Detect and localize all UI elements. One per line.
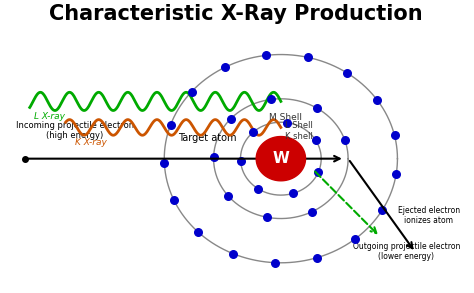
Text: K X-ray: K X-ray	[74, 138, 107, 147]
Text: M Shell: M Shell	[269, 113, 302, 122]
Point	[391, 133, 398, 138]
Point	[268, 97, 275, 102]
Text: Incoming projectile electron
(high energy): Incoming projectile electron (high energ…	[16, 121, 134, 140]
Point	[188, 89, 195, 94]
Point	[210, 154, 218, 159]
Text: W: W	[273, 151, 289, 166]
Point	[263, 215, 271, 219]
Point	[161, 161, 168, 165]
Text: Outgoing projectile electron
(lower energy): Outgoing projectile electron (lower ener…	[353, 242, 460, 261]
Point	[309, 209, 316, 214]
Point	[271, 260, 279, 265]
Point	[315, 170, 322, 174]
Text: Ejected electron
ionizes atom: Ejected electron ionizes atom	[398, 205, 460, 225]
Point	[283, 120, 291, 125]
Point	[262, 53, 269, 58]
Point	[379, 208, 386, 212]
Point	[304, 55, 312, 60]
Point	[229, 251, 237, 256]
Point	[313, 255, 321, 260]
Point	[250, 130, 257, 134]
Point	[227, 116, 235, 121]
Point	[221, 65, 228, 70]
Point	[255, 186, 262, 191]
Point	[224, 193, 232, 198]
Point	[351, 237, 358, 241]
Point	[313, 105, 320, 110]
Point	[374, 98, 381, 103]
Text: L X-ray: L X-ray	[34, 112, 65, 121]
Point	[194, 229, 201, 234]
Point	[237, 159, 245, 164]
Text: Target atom: Target atom	[178, 133, 236, 143]
Point	[341, 138, 348, 142]
Title: Characteristic X-Ray Production: Characteristic X-Ray Production	[49, 4, 423, 24]
Polygon shape	[256, 137, 306, 181]
Point	[167, 122, 174, 127]
Point	[344, 71, 351, 76]
Text: K shell: K shell	[285, 132, 313, 141]
Text: L Shell: L Shell	[285, 121, 313, 130]
Point	[312, 138, 319, 143]
Point	[392, 171, 400, 176]
Point	[170, 198, 178, 202]
Point	[289, 191, 297, 196]
